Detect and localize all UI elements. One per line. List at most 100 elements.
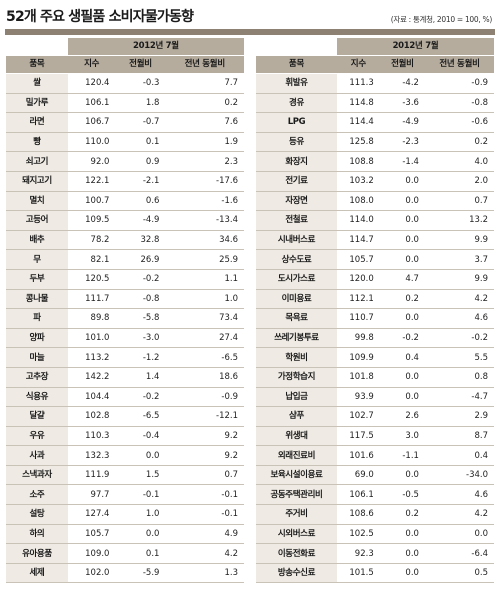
table-row: 샴푸 102.7 2.6 2.9 [256, 406, 494, 427]
yoy-change-cell: 25.9 [165, 249, 244, 270]
table-row: 외래진료비 101.6 -1.1 0.4 [256, 445, 494, 466]
table-row: 쌀 120.4 -0.3 7.7 [6, 73, 244, 94]
table-row: 상수도료 105.7 0.0 3.7 [256, 249, 494, 270]
col-yoy-header: 전년 동월비 [424, 55, 494, 74]
right-table-body: 휘발유 111.3 -4.2 -0.9 경유 114.8 -3.6 -0.8 LPG 114.4-… [256, 73, 494, 584]
yoy-change-cell: 34.6 [165, 230, 244, 251]
index-cell: 125.8 [336, 132, 380, 153]
table-row: 달걀 102.8 -6.5 -12.1 [6, 406, 244, 427]
yoy-change-cell: 3.7 [424, 249, 494, 270]
index-cell: 69.0 [336, 465, 380, 486]
item-name-cell: 양파 [6, 328, 68, 349]
item-name-cell: 이동전화료 [256, 543, 337, 564]
item-name-cell: 전기료 [256, 171, 337, 192]
mom-change-cell: -4.2 [379, 73, 425, 94]
mom-change-cell: 0.0 [379, 465, 425, 486]
page-title: 52개 주요 생필품 소비자물가동향 [6, 9, 194, 25]
mom-change-cell: 4.7 [379, 269, 425, 290]
item-name-cell: 파 [6, 308, 68, 329]
mom-change-cell: 0.0 [379, 543, 425, 564]
item-name-cell: 고등어 [6, 210, 68, 231]
header-blank [256, 38, 337, 56]
table-row: 방송수신료 101.5 0.0 0.5 [256, 563, 494, 584]
mom-change-cell: 0.0 [115, 445, 166, 466]
yoy-change-cell: -0.9 [424, 73, 494, 94]
index-cell: 110.7 [336, 308, 380, 329]
item-name-cell: 쌀 [6, 73, 68, 94]
yoy-change-cell: -1.6 [165, 191, 244, 212]
table-row: 우유 110.3 -0.4 9.2 [6, 426, 244, 447]
mom-change-cell: -0.3 [115, 73, 166, 94]
item-name-cell: 유아용품 [6, 543, 68, 564]
yoy-change-cell: 7.6 [165, 112, 244, 133]
item-name-cell: 빵 [6, 132, 68, 153]
mom-change-cell: 1.0 [115, 504, 166, 525]
item-name-cell: 배추 [6, 230, 68, 251]
table-row: 마늘 113.2 -1.2 -6.5 [6, 347, 244, 368]
index-cell: 101.8 [336, 367, 380, 388]
index-cell: 108.0 [336, 191, 380, 212]
yoy-change-cell: 4.6 [424, 484, 494, 506]
table-row: 보육시설이용료 69.0 0.0 -34.0 [256, 465, 494, 486]
table-row: 도시가스료 120.0 4.7 9.9 [256, 269, 494, 290]
item-name-cell: 도시가스료 [256, 269, 337, 290]
item-name-cell: 목욕료 [256, 308, 337, 329]
table-row: 설탕 127.4 1.0 -0.1 [6, 504, 244, 525]
yoy-change-cell: 7.7 [165, 73, 244, 94]
yoy-change-cell: 13.2 [424, 210, 494, 231]
yoy-change-cell: -17.6 [165, 171, 244, 192]
table-row: 식용유 104.4 -0.2 -0.9 [6, 387, 244, 408]
yoy-change-cell: 4.6 [424, 308, 494, 329]
table-row: 경유 114.8 -3.6 -0.8 [256, 93, 494, 114]
table-row: 이동전화료 92.3 0.0 -6.4 [256, 543, 494, 564]
mom-change-cell: 0.4 [379, 347, 425, 368]
item-name-cell: 상수도료 [256, 249, 337, 270]
table-row: LPG 114.4 -4.9 -0.6 [256, 112, 494, 133]
mom-change-cell: 0.0 [379, 524, 425, 545]
table-row: 시내버스료 114.7 0.0 9.9 [256, 230, 494, 251]
table-row: 목욕료 110.7 0.0 4.6 [256, 308, 494, 329]
period-header: 2012년 7월 [67, 38, 244, 56]
table-row: 학원비 109.9 0.4 5.5 [256, 347, 494, 368]
yoy-change-cell: 0.5 [424, 563, 494, 584]
index-cell: 89.8 [67, 308, 116, 329]
index-cell: 102.7 [336, 406, 380, 427]
item-name-cell: LPG [256, 112, 337, 133]
index-cell: 102.0 [67, 563, 116, 584]
yoy-change-cell: 0.2 [165, 93, 244, 114]
item-name-cell: 이미용료 [256, 289, 337, 310]
yoy-change-cell: 0.7 [165, 465, 244, 486]
index-cell: 101.0 [67, 328, 116, 349]
index-cell: 105.7 [67, 524, 116, 545]
yoy-change-cell: -12.1 [165, 406, 244, 427]
mom-change-cell: 0.0 [115, 524, 166, 545]
col-item-header: 품목 [6, 55, 68, 74]
mom-change-cell: -0.5 [379, 484, 425, 506]
item-name-cell: 소주 [6, 484, 68, 506]
item-name-cell: 위생대 [256, 426, 337, 447]
index-cell: 110.3 [67, 426, 116, 447]
yoy-change-cell: 4.2 [424, 504, 494, 525]
item-name-cell: 밀가루 [6, 93, 68, 114]
item-name-cell: 시내버스료 [256, 230, 337, 251]
col-index-header: 지수 [67, 55, 116, 74]
index-cell: 127.4 [67, 504, 116, 525]
yoy-change-cell: 2.3 [165, 151, 244, 172]
table-row: 돼지고기 122.1 -2.1 -17.6 [6, 171, 244, 192]
item-name-cell: 달걀 [6, 406, 68, 427]
mom-change-cell: 0.0 [379, 387, 425, 408]
col-index-header: 지수 [336, 55, 380, 74]
item-name-cell: 라면 [6, 112, 68, 133]
mom-change-cell: 1.8 [115, 93, 166, 114]
table-row: 납입금 93.9 0.0 -4.7 [256, 387, 494, 408]
mom-change-cell: -1.1 [379, 445, 425, 466]
yoy-change-cell: 2.9 [424, 406, 494, 427]
index-cell: 114.7 [336, 230, 380, 251]
item-name-cell: 설탕 [6, 504, 68, 525]
col-item-header: 품목 [256, 55, 337, 74]
item-name-cell: 돼지고기 [6, 171, 68, 192]
index-cell: 110.0 [67, 132, 116, 153]
mom-change-cell: 0.0 [379, 191, 425, 212]
mom-change-cell: -0.4 [115, 426, 166, 447]
mom-change-cell: -5.8 [115, 308, 166, 329]
